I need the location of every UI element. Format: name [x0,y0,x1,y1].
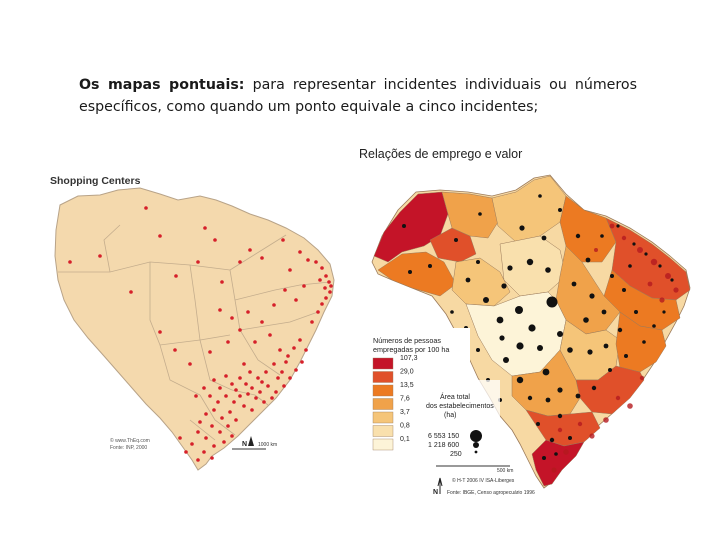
area-legend-panel [420,380,500,462]
legend-title-2: empregadas por 100 ha [373,345,449,354]
area-symbol-small [474,450,478,454]
legend-value-3: 7,6 [400,396,410,403]
map-left-footer-2: Fonte: INP, 2000 [110,445,147,451]
area-title-3: (ha) [444,412,456,419]
area-symbol-medium [473,442,479,448]
legend-swatch-6 [372,438,394,451]
slide-body: para representar incidentes individuais … [79,77,638,115]
scale-label-left: 1000 km [258,442,277,448]
north-label-left: N [242,441,247,448]
map-employment: Relações de emprego e valor [359,147,691,496]
legend-swatch-4 [372,411,394,424]
scale-label-right: 500 km [497,468,513,474]
area-value-3: 250 [450,451,462,458]
choropleth-regions [373,175,691,487]
area-value-2: 1 218 600 [428,442,459,449]
area-symbol-large [470,430,482,442]
legend-value-6: 0,1 [400,436,410,443]
map-left-footer-1: © www.ThEq.com [110,437,150,444]
map-left-title: Shopping Centers [50,175,141,187]
area-title-1: Área total [440,392,470,401]
legend-swatch-5 [372,425,394,437]
legend-swatch-0 [372,357,394,370]
farm-area-dots [402,194,674,460]
legend-title-1: Números de pessoas [373,336,441,345]
legend-swatches: 107,3 29,0 13,5 7,6 3,7 0,8 0,1 [372,355,418,451]
legend-value-0: 107,3 [400,355,418,362]
north-arrow-icon-left: N [242,436,254,448]
legend-value-2: 13,5 [400,382,414,389]
legend-value-5: 0,8 [400,423,410,430]
north-label-right: N [433,489,438,496]
map-right-title: Relações de emprego e valor [359,147,522,161]
area-title-2: dos estabelecimentos [426,403,494,410]
map-shopping-centers: Shopping Centers [50,175,335,471]
legend-value-1: 29,0 [400,369,414,376]
slide-text: Os mapas pontuais: para representar inci… [79,74,637,118]
credit-text: © H-T 2006 IV ISA-Liberges [452,477,515,484]
scale-bar-right: 500 km [436,465,513,474]
source-text: Fonte: IBGE, Censo agropecuário 1996 [447,490,535,496]
density-speckle [551,223,679,473]
shopping-center-dots [68,206,333,462]
slide-lead: Os mapas pontuais: [79,77,245,93]
brazil-outline-left [54,187,335,471]
legend-swatch-3 [372,398,394,410]
area-value-1: 6 553 150 [428,433,459,440]
legend-value-4: 3,7 [400,409,410,416]
legend-swatch-1 [372,371,394,383]
legend-swatch-2 [372,384,394,397]
scale-bar-left: 1000 km [232,442,277,450]
north-arrow-icon-right: N [433,477,443,496]
